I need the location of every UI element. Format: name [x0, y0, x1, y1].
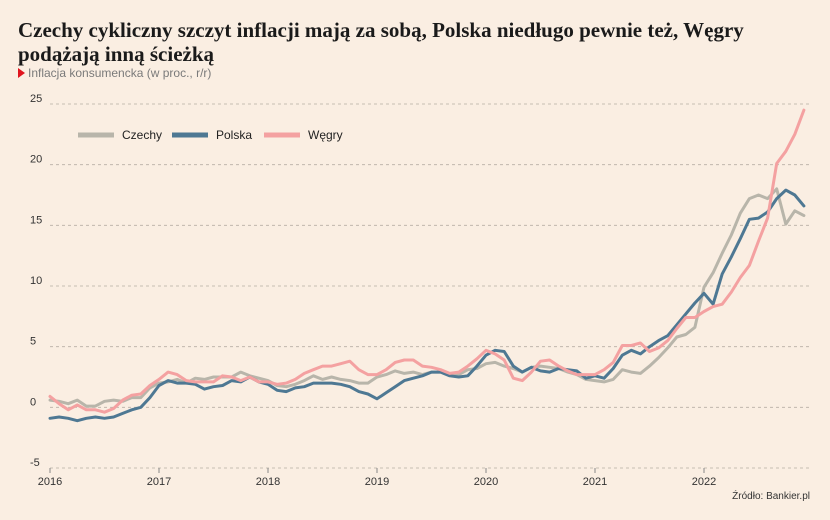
x-tick-label: 2020 — [474, 476, 498, 488]
legend-label: Polska — [216, 128, 252, 142]
y-tick-label: 0 — [30, 396, 36, 408]
legend-label: Węgry — [308, 128, 343, 142]
y-tick-label: 15 — [30, 214, 42, 226]
series-line-węgry — [48, 108, 806, 414]
legend-label: Czechy — [122, 128, 162, 142]
y-tick-label: 20 — [30, 154, 42, 166]
y-tick-label: 10 — [30, 275, 42, 287]
chart-title: Czechy cykliczny szczyt inflacji mają za… — [18, 18, 744, 66]
x-tick-label: 2018 — [256, 476, 280, 488]
series-line-polska — [48, 188, 806, 423]
y-tick-label: 25 — [30, 93, 42, 105]
chart-subtitle: Inflacja konsumencka (w proc., r/r) — [18, 66, 211, 80]
x-tick-label: 2019 — [365, 476, 389, 488]
y-tick-label: 5 — [30, 336, 36, 348]
x-tick-label: 2017 — [147, 476, 171, 488]
x-tick-label: 2022 — [692, 476, 716, 488]
subtitle-text: Inflacja konsumencka (w proc., r/r) — [28, 66, 212, 80]
x-tick-label: 2021 — [583, 476, 607, 488]
triangle-marker-icon — [18, 68, 25, 78]
source-note: Źródło: Bankier.pl — [732, 491, 810, 502]
x-tick-label: 2016 — [38, 476, 62, 488]
y-tick-label: -5 — [30, 457, 40, 469]
